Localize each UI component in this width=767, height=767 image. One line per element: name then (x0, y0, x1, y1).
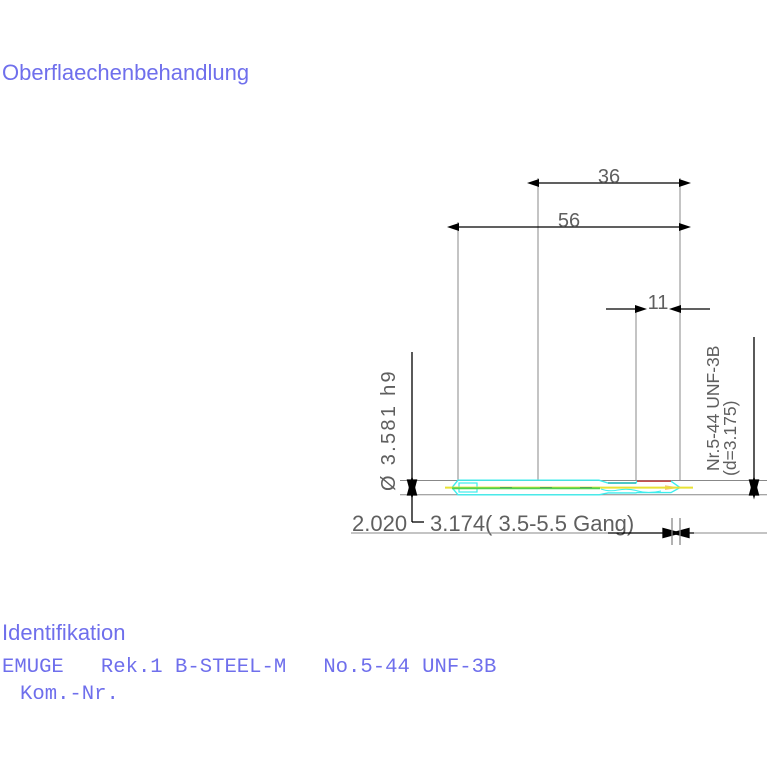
svg-text:11: 11 (648, 292, 669, 314)
svg-text:2.020: 2.020 (352, 511, 407, 536)
svg-text:56: 56 (558, 210, 580, 232)
svg-text:36: 36 (598, 166, 620, 188)
svg-text:(d=3.175): (d=3.175) (720, 401, 740, 476)
svg-text:Ø 3.581 h9: Ø 3.581 h9 (378, 369, 400, 491)
svg-text:3.174( 3.5-5.5 Gang): 3.174( 3.5-5.5 Gang) (430, 511, 634, 536)
